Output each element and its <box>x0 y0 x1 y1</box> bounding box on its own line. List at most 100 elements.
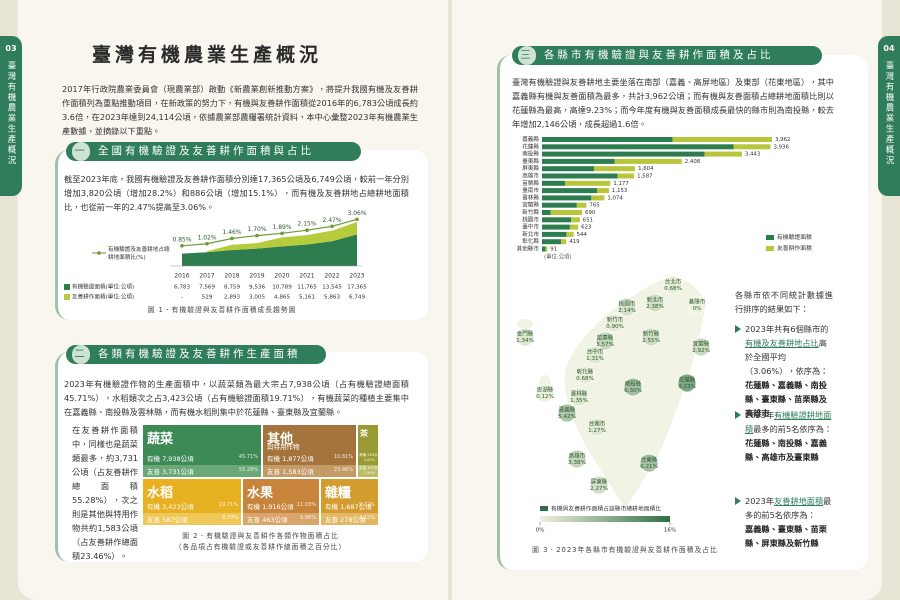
bar <box>542 180 566 186</box>
region-name: 宜蘭縣 <box>693 340 710 348</box>
y-tick-label: 桃園市 <box>522 215 539 223</box>
crop-treemap: 蔬菜 有機 7,938公頃 45.71% 友善 3,731公頃 55.28% 其他 與特用作… <box>143 425 378 525</box>
intro: 2017年行政院農業委員會（現農業部）啟動《新農業創新推動方案》，將提升我國有機… <box>62 84 418 136</box>
y-tick-label: 新北市 <box>522 230 539 238</box>
total-label: 3,443 <box>745 152 760 158</box>
share-label: 1.70% <box>247 226 266 233</box>
region-name: 新竹縣 <box>643 330 660 338</box>
y-tick-label: 彰化縣 <box>522 237 539 245</box>
region-value: 0.68% <box>664 286 682 292</box>
region <box>575 365 595 385</box>
crop-name: 蔬菜 <box>147 432 174 447</box>
table-value: 5,161 <box>299 295 315 301</box>
table-value: 8,759 <box>224 285 240 291</box>
total-label: 1,604 <box>638 166 654 172</box>
bar <box>542 137 673 142</box>
bullet: 2023年有機驗證耕地面積最多的前5名依序為： 花蓮縣、南投縣、嘉義縣、高雄市及臺… <box>735 408 835 464</box>
total-label: 3,962 <box>775 137 790 143</box>
share-label: 1.89% <box>272 224 291 231</box>
bar <box>542 188 598 194</box>
colorbar-label: 0% <box>536 528 545 534</box>
y-tick-label: 雲林縣 <box>522 193 539 201</box>
legend-label: 有機驗證面積 <box>777 233 812 241</box>
organic-share: 9.72% <box>359 502 375 508</box>
total-label: 419 <box>569 239 580 245</box>
share-point <box>305 228 309 232</box>
region-value: 0.90% <box>606 324 624 330</box>
share-label: 2.47% <box>322 217 341 224</box>
bullet-link: 有機驗證耕地面積 <box>745 410 832 434</box>
share-point <box>255 233 259 238</box>
table-value: 13,545 <box>322 285 342 291</box>
region <box>589 475 609 495</box>
y-tick-label: 嘉義縣 <box>522 135 539 143</box>
section-heading: 二各類有機驗證及友善耕作生產面積 <box>66 345 326 364</box>
page-number: 03 <box>5 44 17 53</box>
region-name: 苗栗縣 <box>597 334 614 342</box>
bar <box>550 210 583 215</box>
region-name: 新北市 <box>647 296 664 304</box>
y-tick-label: 宜蘭縣 <box>522 201 539 209</box>
bar <box>542 246 546 252</box>
y-tick-label: 花蓮縣 <box>522 142 539 150</box>
share-line <box>181 218 358 247</box>
organic-share: 3.02% <box>363 458 375 462</box>
bar <box>597 188 609 194</box>
region-name: 台北市 <box>665 278 682 286</box>
county-map: 台北市0.68%基隆市0%新北市2.38%桃園市2.14%新竹市0.90%新竹縣… <box>515 275 711 534</box>
legend-swatch <box>64 294 70 300</box>
region <box>587 417 607 437</box>
page-title: 臺灣有機農業生產概況 <box>92 44 323 66</box>
region <box>687 295 707 315</box>
unit-label: (單位:公頃) <box>544 252 572 260</box>
legend-swatch <box>540 506 548 511</box>
table-value: 11,765 <box>297 285 317 291</box>
table-value: 6,749 <box>349 295 365 301</box>
region-name: 新竹市 <box>607 316 624 324</box>
crop-block: 其他 與特用作物 有機 1,877公頃 10.81% 友善 1,583公頃 23.46% <box>263 425 356 477</box>
x-tick-label: 2021 <box>299 273 314 280</box>
legend-title: 有機與友善耕作面積占該縣市總耕地面積比 <box>551 505 661 513</box>
bar <box>704 151 742 157</box>
friendly-share: 55.28% <box>238 467 258 473</box>
friendly-share: 1.59% <box>363 471 375 475</box>
paragraph: 臺灣有機驗證與友善耕地主要坐落在南部（嘉義、高屏地區）及東部（花東地區），其中嘉… <box>512 77 834 129</box>
share-label: 1.02% <box>197 234 216 241</box>
organic-area: 有機 1,916公頃 <box>247 503 294 511</box>
friendly-area: 友善 278公頃 <box>325 516 366 524</box>
region <box>623 377 643 397</box>
organic-area: 有機 1,877公頃 <box>267 455 314 463</box>
bar <box>542 166 595 172</box>
friendly-area: 友善 107公頃 <box>359 466 378 470</box>
y-tick-label: 新竹縣 <box>522 208 539 216</box>
bullet-list: 嘉義縣、臺東縣、苗栗縣、屏東縣及新竹縣 <box>745 524 827 548</box>
region-name: 基隆市 <box>689 298 706 306</box>
heading-text: 全國有機驗證及友善耕作面積與占比 <box>98 145 314 157</box>
total-label: 544 <box>577 232 588 238</box>
organic-share: 19.71% <box>218 502 238 508</box>
region-name: 澎湖縣 <box>537 386 554 394</box>
organic-share: 45.71% <box>238 454 258 460</box>
bullet-link: 友善耕地面積 <box>774 496 824 506</box>
region-value: 2.27% <box>590 486 608 492</box>
region-value: 0.12% <box>536 394 554 400</box>
band <box>143 513 241 525</box>
legend-swatch <box>64 284 70 290</box>
organic-area: 有機 1,687公頃 <box>325 503 372 511</box>
kinmen-outline <box>517 319 533 329</box>
y-tick-label: 臺中市 <box>522 223 539 231</box>
tab-label: 臺灣有機農業生產概況 <box>884 61 894 166</box>
friendly-share: 8.70% <box>222 515 238 521</box>
y-tick-label: 其他縣市 <box>517 245 540 253</box>
table-value: 10,789 <box>272 285 292 291</box>
bullet-text: 2023年 <box>745 496 775 506</box>
region-name: 桃園市 <box>619 300 636 308</box>
bar <box>542 195 592 201</box>
region-value: 5.42% <box>558 414 576 420</box>
band <box>321 513 378 525</box>
bar <box>542 210 551 215</box>
region-value: 1.27% <box>588 428 606 434</box>
region-value: 3.57% <box>596 342 614 348</box>
region-name: 彰化縣 <box>577 368 594 376</box>
